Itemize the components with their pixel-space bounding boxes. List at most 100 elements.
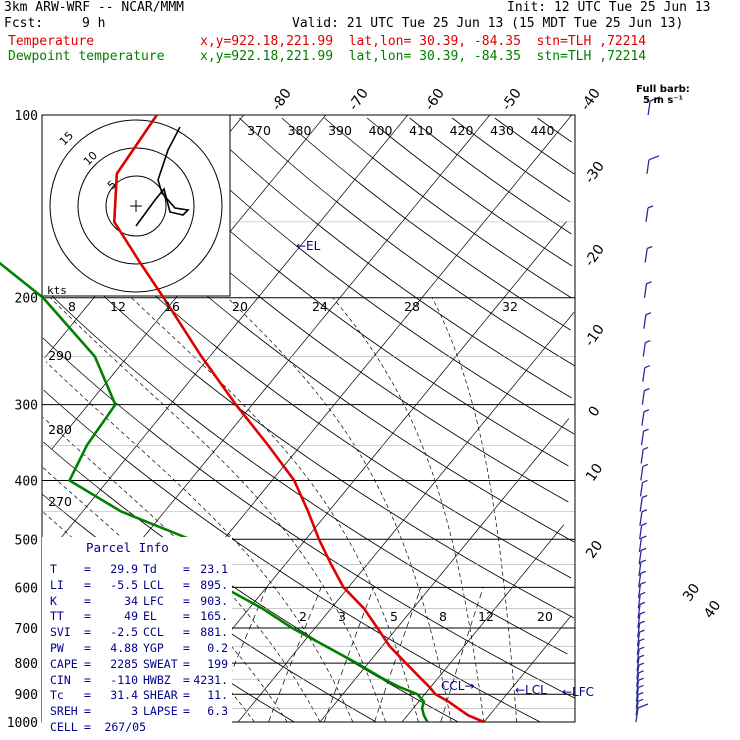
wind-barb [638,570,646,588]
forecast-label: Fcst: [4,16,44,31]
isotherm-label: 40 [701,598,724,622]
wind-barb-half-flag [647,205,654,209]
potential-temperature-label: 410 [409,123,433,138]
wind-barb [640,463,649,481]
wind-barb [644,245,653,263]
wind-barb-staff [640,431,645,446]
parcel-param-equals: = [84,625,91,640]
parcel-param-label: CAPE [50,656,78,671]
pressure-tick-label: 400 [15,474,38,489]
parcel-param-label: LCL [143,577,164,592]
el-annotation: ←EL [296,239,321,253]
moist-adiabat-line [42,417,321,723]
wind-barb-half-flag [640,581,646,585]
parcel-info-panel: Parcel Info T = 29.9 Td = 23.1 LI = -5.5 LCL = 895.… [42,537,232,734]
legend-temperature-name: Temperature [8,34,95,49]
wind-barb-staff [635,701,639,716]
parcel-param-label: SREH [50,704,78,719]
wind-barb [643,281,652,298]
isotherm-line [46,114,409,556]
dry-adiabat-line [42,337,575,699]
wind-barb [636,654,645,672]
legend-dewpoint-location: x,y=922.18,221.99 lat,lon= 30.39, -84.35… [200,49,647,64]
wind-barb-staff [641,390,645,405]
isotherm-line [319,418,570,723]
lcl-annotation: ←LCL [515,683,547,697]
wind-barb-half-flag [641,535,647,539]
mixing-ratio-label: 12 [478,609,494,624]
parcel-param-value: 29.9 [110,562,138,576]
pressure-tick-label: 100 [15,109,38,124]
wind-barb-staff [636,665,640,680]
wind-barb-staff [639,482,644,497]
wind-barb [640,428,649,446]
wind-barb-staff [636,649,640,664]
isotherm-label: -50 [499,86,525,114]
dry-adiabat-line [537,117,572,143]
parcel-param-label: SWEAT [143,656,178,671]
parcel-param-equals: = [84,577,91,592]
wind-barb [636,646,645,664]
mixing-ratio-label: 28 [404,299,420,314]
potential-temperature-label: 420 [450,123,474,138]
isotherm-line [483,615,572,723]
isotherm-label: -30 [582,159,608,187]
mixing-ratio-label: 24 [312,299,328,314]
wind-barb-staff [635,687,640,702]
wind-barb [637,601,646,619]
parcel-param-equals: = [183,562,190,576]
wind-barb-staff [638,573,642,588]
wind-barb-half-flag [645,312,652,316]
parcel-param-value: 49 [124,609,138,624]
wind-barb [636,662,645,680]
wind-barb-half-flag [638,646,645,650]
wind-barb-half-flag [643,428,649,432]
wind-barb-staff [647,100,651,116]
parcel-param-equals: = [84,704,91,719]
isotherm-label: -20 [582,242,608,270]
potential-temperature-label: 270 [48,494,72,509]
wind-barb [638,547,647,565]
parcel-param-equals: = [84,641,91,655]
dry-adiabat-line [196,117,572,399]
wind-barb-half-flag [644,365,651,369]
wind-barb-staff [642,342,646,357]
wind-barb-half-flag [645,339,651,344]
init-time: Init: 12 UTC Tue 25 Jun 13 [507,0,711,15]
wind-barb-half-flag [638,662,645,666]
wind-barb-half-flag [638,654,645,658]
wind-barb-half-flag [638,684,644,689]
plot-frame [41,114,576,723]
parcel-param-value: 0.2 [207,641,228,655]
parcel-param-equals: = [183,593,190,608]
wind-barb [637,581,646,599]
pressure-tick-label: 300 [15,399,38,414]
hodograph-trace [135,126,190,227]
wind-barb [645,205,654,222]
potential-temperature-label: 430 [490,123,514,138]
wind-barb-staff [643,314,647,329]
wind-barb [635,684,644,702]
wind-barb-flag [637,703,649,709]
parcel-param-equals: = [183,609,190,624]
wind-barb [639,522,647,540]
wind-barb [646,155,660,174]
wind-barb-staff [637,623,641,638]
dry-adiabat-line [409,117,572,235]
parcel-param-value: 895. [200,577,228,592]
wind-barb-staff [636,632,641,647]
isotherm-label: 0 [586,403,604,419]
wind-barb-staff [636,672,640,687]
dry-adiabat-line [43,237,575,619]
wind-barb-staff [640,449,644,464]
legend-temperature-location: x,y=922.18,221.99 lat,lon= 30.39, -84.35… [200,34,647,49]
dry-adiabat-line [366,117,573,267]
parcel-param-value: -2.5 [110,625,138,640]
wind-barb-half-flag [639,620,645,624]
wind-barb [637,611,646,629]
parcel-param-value: 23.1 [200,562,228,576]
mixing-ratio-label: 16 [164,299,180,314]
wind-barb [641,388,650,405]
isotherm-label: 10 [583,461,606,485]
